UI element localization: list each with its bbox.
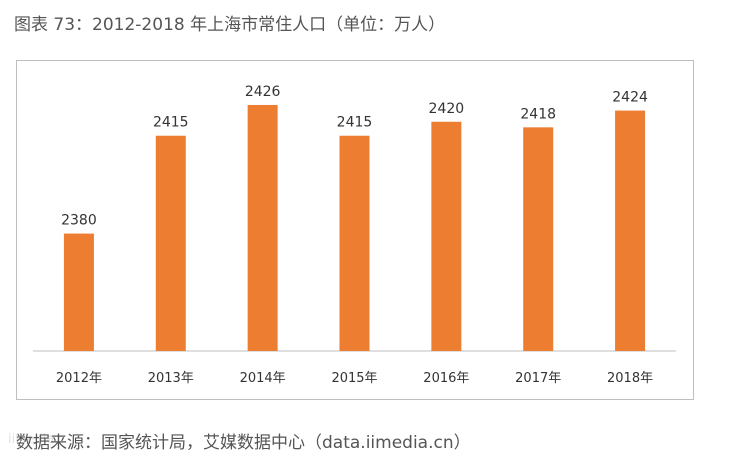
x-tick-label: 2014年 xyxy=(240,371,286,386)
bar-2013年 xyxy=(155,135,186,351)
watermark-logo: iiMedia xyxy=(8,432,55,447)
data-label: 2424 xyxy=(612,90,648,106)
data-label: 2415 xyxy=(153,115,189,131)
bar-2017年 xyxy=(523,127,554,351)
bar-2015年 xyxy=(339,135,370,351)
chart-title: 图表 73：2012-2018 年上海市常住人口（单位：万人） xyxy=(14,15,446,35)
data-label: 2380 xyxy=(61,213,97,229)
bar-2016年 xyxy=(431,121,462,351)
x-tick-label: 2015年 xyxy=(331,371,377,386)
data-label: 2426 xyxy=(245,84,281,100)
bar-2012年 xyxy=(63,233,94,351)
chart-frame xyxy=(16,60,694,400)
data-label: 2420 xyxy=(429,101,465,117)
x-tick-label: 2017年 xyxy=(515,371,561,386)
bar-2018年 xyxy=(615,110,646,352)
bar-2014年 xyxy=(247,104,278,352)
x-tick-label: 2016年 xyxy=(423,371,469,386)
data-source-note: 数据来源：国家统计局，艾媒数据中心（data.iimedia.cn） xyxy=(16,433,471,453)
x-tick-label: 2013年 xyxy=(148,371,194,386)
data-label: 2418 xyxy=(520,106,556,122)
x-tick-label: 2012年 xyxy=(56,371,102,386)
data-label: 2415 xyxy=(337,115,373,131)
x-tick-label: 2018年 xyxy=(607,371,653,386)
